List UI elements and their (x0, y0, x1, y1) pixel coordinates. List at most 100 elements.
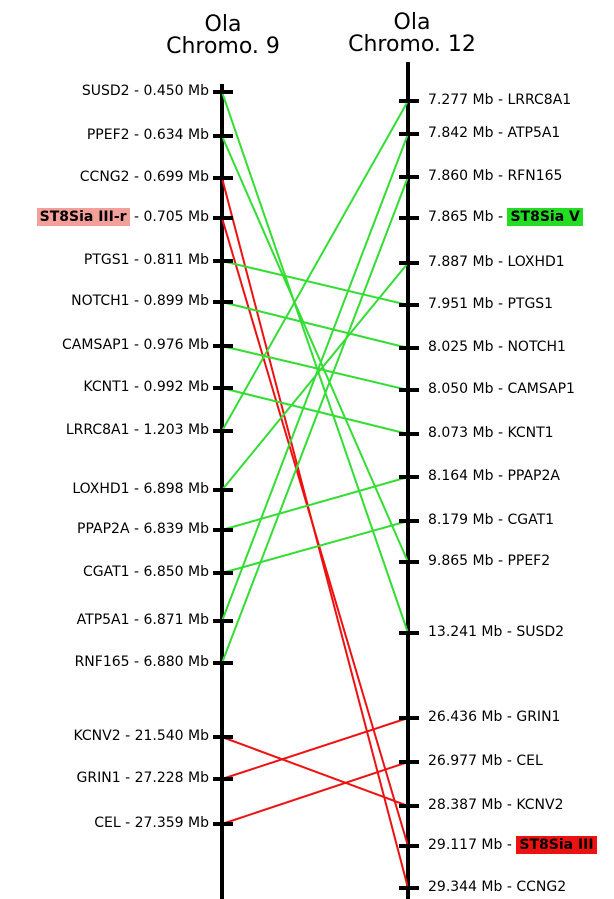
gene-position: 0.899 Mb (143, 293, 210, 309)
gene-position: 1.203 Mb (143, 422, 210, 438)
right-marker-tick (399, 303, 419, 307)
right-marker-tick (399, 432, 419, 436)
gene-position: 29.344 Mb (428, 879, 503, 895)
gene-name: SUSD2 (81, 83, 130, 99)
gene-position: 26.436 Mb (428, 709, 503, 725)
right-gene-label: 7.277 Mb - LRRC8A1 (428, 92, 572, 108)
left-gene-label: PPEF2 - 0.634 Mb (86, 127, 210, 143)
right-gene-label: 7.842 Mb - ATP5A1 (428, 125, 561, 141)
gene-position: 6.839 Mb (143, 521, 210, 537)
synteny-link (221, 761, 409, 825)
gene-name: ATP5A1 (76, 612, 130, 628)
gene-position: 0.976 Mb (143, 337, 210, 353)
gene-name: ST8Sia V (507, 208, 583, 226)
right-marker-tick (399, 886, 419, 890)
right-marker-tick (399, 99, 419, 103)
right-marker-tick (399, 716, 419, 720)
gene-name: PPEF2 (86, 127, 130, 143)
left-gene-label: CAMSAP1 - 0.976 Mb (62, 337, 210, 353)
gene-name: KCNV2 (516, 797, 564, 813)
left-gene-label: LRRC8A1 - 1.203 Mb (65, 422, 210, 438)
right-gene-label: 7.887 Mb - LOXHD1 (428, 254, 565, 270)
gene-name: GRIN1 (76, 770, 121, 786)
left-gene-label: CEL - 27.359 Mb (94, 815, 209, 831)
right-marker-tick (399, 175, 419, 179)
left-marker-tick (213, 344, 233, 348)
gene-name: CCNG2 (79, 169, 130, 185)
gene-position: 0.699 Mb (143, 169, 210, 185)
right-marker-tick (399, 760, 419, 764)
left-gene-label: KCNV2 - 21.540 Mb (73, 728, 209, 744)
gene-position: 27.228 Mb (134, 770, 209, 786)
gene-position: 0.450 Mb (143, 83, 210, 99)
left-marker-tick (213, 90, 233, 94)
gene-name: NOTCH1 (71, 293, 130, 309)
right-gene-label: 8.050 Mb - CAMSAP1 (428, 381, 575, 397)
left-title-species: Ola (204, 12, 242, 37)
left-title-chromosome: Chromo. 9 (166, 34, 280, 59)
gene-position: 0.811 Mb (143, 252, 210, 268)
gene-name: ST8Sia III (516, 836, 597, 854)
right-marker-tick (399, 261, 419, 265)
gene-name: SUSD2 (516, 624, 565, 640)
left-gene-label: SUSD2 - 0.450 Mb (81, 83, 210, 99)
left-gene-label: PPAP2A - 6.839 Mb (77, 521, 210, 537)
gene-position: 27.359 Mb (134, 815, 209, 831)
left-gene-label: PTGS1 - 0.811 Mb (83, 252, 210, 268)
left-gene-label: RNF165 - 6.880 Mb (74, 654, 210, 670)
right-gene-label: 8.073 Mb - KCNT1 (428, 425, 554, 441)
gene-position: 8.164 Mb (428, 468, 494, 484)
gene-position: 13.241 Mb (428, 624, 503, 640)
gene-name: PPEF2 (507, 553, 551, 569)
gene-position: 8.025 Mb (428, 339, 494, 355)
right-gene-label: 7.951 Mb - PTGS1 (428, 296, 554, 312)
synteny-link (221, 717, 409, 780)
gene-name: CEL (516, 753, 543, 769)
gene-name: KCNT1 (507, 425, 554, 441)
gene-position: 7.860 Mb (428, 168, 494, 184)
left-gene-label: CGAT1 - 6.850 Mb (82, 564, 210, 580)
gene-position: 0.705 Mb (143, 209, 210, 225)
gene-position: 6.880 Mb (143, 654, 210, 670)
left-marker-tick (213, 528, 233, 532)
right-marker-tick (399, 216, 419, 220)
synteny-link (221, 133, 409, 622)
right-marker-tick (399, 560, 419, 564)
left-marker-tick (213, 777, 233, 781)
gene-position: 0.634 Mb (143, 127, 210, 143)
right-marker-tick (399, 132, 419, 136)
left-chromosome-title: Ola Chromo. 9 (143, 14, 303, 58)
gene-name: GRIN1 (516, 709, 561, 725)
right-marker-tick (399, 631, 419, 635)
gene-position: 26.977 Mb (428, 753, 503, 769)
right-gene-label: 29.117 Mb - ST8Sia III (428, 836, 597, 854)
right-title-species: Ola (393, 10, 431, 35)
gene-position: 6.850 Mb (143, 564, 210, 580)
gene-name: RFN165 (507, 168, 563, 184)
right-marker-tick (399, 346, 419, 350)
left-marker-tick (213, 429, 233, 433)
right-marker-tick (399, 475, 419, 479)
synteny-link (221, 345, 409, 391)
left-marker-tick (213, 134, 233, 138)
left-gene-label: NOTCH1 - 0.899 Mb (71, 293, 210, 309)
gene-name: CGAT1 (507, 512, 555, 528)
gene-position: 0.992 Mb (143, 379, 210, 395)
gene-name: ATP5A1 (507, 125, 561, 141)
gene-name: CAMSAP1 (62, 337, 130, 353)
gene-position: 6.898 Mb (143, 481, 210, 497)
gene-position: 7.842 Mb (428, 125, 494, 141)
gene-position: 9.865 Mb (428, 553, 494, 569)
right-gene-label: 29.344 Mb - CCNG2 (428, 879, 567, 895)
left-gene-label: ST8Sia III-r - 0.705 Mb (36, 208, 210, 226)
right-gene-label: 13.241 Mb - SUSD2 (428, 624, 565, 640)
right-gene-label: 8.164 Mb - PPAP2A (428, 468, 560, 484)
gene-name: ST8Sia III-r (36, 208, 130, 226)
gene-position: 29.117 Mb (428, 837, 503, 853)
gene-name: KCNT1 (83, 379, 130, 395)
right-title-chromosome: Chromo. 12 (348, 32, 476, 57)
synteny-link (221, 135, 409, 563)
left-marker-tick (213, 176, 233, 180)
gene-position: 7.277 Mb (428, 92, 494, 108)
